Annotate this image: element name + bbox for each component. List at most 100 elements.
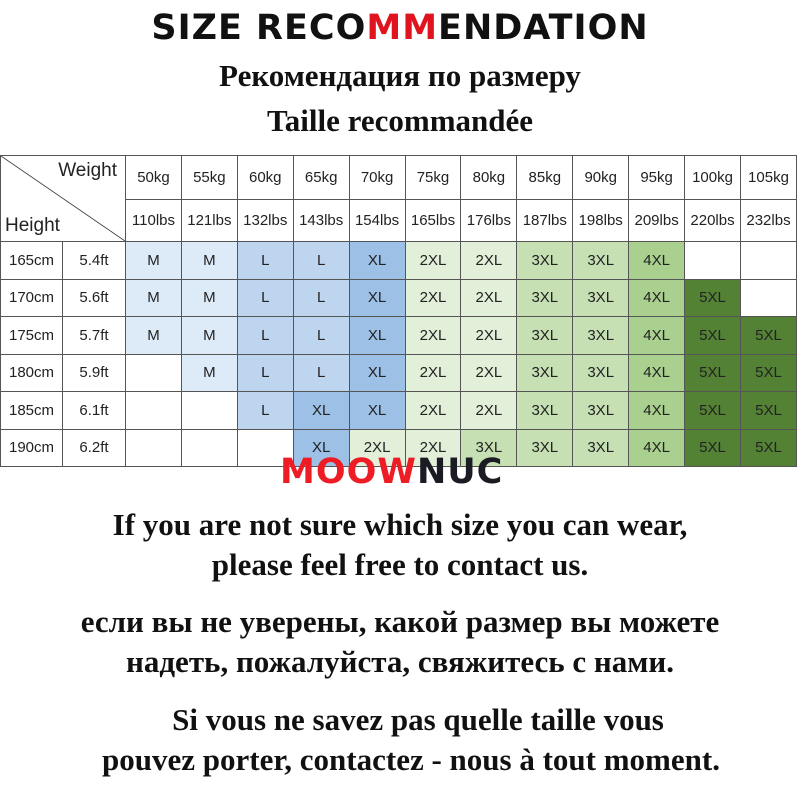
lbs-header: 176lbs (460, 199, 518, 242)
size-cell (684, 241, 741, 280)
kg-header: 90kg (572, 155, 630, 200)
kg-header: 55kg (180, 155, 238, 200)
lbs-header: 209lbs (628, 199, 686, 242)
size-cell: L (292, 316, 350, 355)
size-cell: 2XL (460, 241, 518, 280)
size-cell: L (292, 353, 350, 392)
height-cm: 185cm (0, 391, 63, 430)
lbs-header: 110lbs (125, 199, 182, 242)
size-cell: 2XL (460, 316, 518, 355)
subtitle-french: Taille recommandée (266, 103, 534, 138)
logo-text: MOO (280, 452, 378, 492)
message-french: Si vous ne savez pas quelle taille vous p… (0, 700, 800, 780)
size-cell: XL (348, 353, 406, 392)
size-cell (739, 241, 798, 280)
size-cell: 5XL (739, 353, 798, 392)
size-cell (180, 428, 238, 467)
size-cell: 3XL (460, 428, 518, 467)
size-cell: 3XL (572, 241, 630, 280)
height-ft: 6.1ft (62, 391, 126, 430)
title-highlight: MM (366, 8, 439, 48)
message-line: надеть, пожалуйста, свяжитесь с нами. (126, 644, 674, 679)
size-cell: 4XL (628, 316, 686, 355)
size-cell: 5XL (684, 278, 741, 317)
table-row: 190cm 6.2ft XL 2XL 2XL 3XL 3XL 3XL 4XL 5XL 5XL (0, 428, 798, 467)
brand-logo: MOOWNUC (280, 452, 503, 492)
lbs-header: 154lbs (348, 199, 406, 242)
size-cell: 3XL (516, 391, 574, 430)
size-cell: 4XL (628, 241, 686, 280)
height-cm: 165cm (0, 241, 63, 280)
height-ft: 5.7ft (62, 316, 126, 355)
size-cell: 3XL (516, 278, 574, 317)
lbs-header: 187lbs (516, 199, 574, 242)
lbs-header: 198lbs (572, 199, 630, 242)
size-cell: 2XL (348, 428, 406, 467)
size-cell (236, 428, 294, 467)
size-cell (125, 353, 182, 392)
size-cell: L (236, 353, 294, 392)
message-line: Si vous ne savez pas quelle taille vous (172, 702, 664, 737)
height-cm: 190cm (0, 428, 63, 467)
size-cell: 5XL (739, 428, 798, 467)
size-cell (125, 428, 182, 467)
height-label: Height (5, 215, 60, 236)
lbs-header: 165lbs (404, 199, 462, 242)
size-cell: 3XL (572, 391, 630, 430)
corner-header: Weight Height (0, 155, 126, 242)
size-cell: 2XL (460, 391, 518, 430)
size-cell: 3XL (516, 316, 574, 355)
kg-header: 75kg (404, 155, 462, 200)
kg-header: 50kg (125, 155, 182, 200)
kg-header: 85kg (516, 155, 574, 200)
kg-header: 60kg (236, 155, 294, 200)
message-line: If you are not sure which size you can w… (112, 507, 688, 542)
size-cell: 5XL (739, 316, 798, 355)
size-cell: XL (348, 316, 406, 355)
size-cell: XL (348, 391, 406, 430)
size-cell: 3XL (572, 278, 630, 317)
table-row: 170cm 5.6ft M M L L XL 2XL 2XL 3XL 3XL 4XL 5XL (0, 278, 798, 317)
weight-label: Weight (58, 160, 117, 181)
page-title: SIZE RECOMMENDATION (0, 8, 800, 48)
lbs-header: 132lbs (236, 199, 294, 242)
size-cell (125, 391, 182, 430)
message-english: If you are not sure which size you can w… (0, 505, 800, 585)
size-cell: 5XL (684, 353, 741, 392)
height-ft: 6.2ft (62, 428, 126, 467)
size-cell: 2XL (404, 391, 462, 430)
size-cell: L (236, 241, 294, 280)
size-table: Weight Height 50kg 55kg 60kg 65kg 70kg 75kg 80kg… (0, 155, 798, 467)
size-cell: 2XL (404, 428, 462, 467)
size-cell: 3XL (516, 428, 574, 467)
size-cell: 3XL (572, 316, 630, 355)
size-cell: M (180, 278, 238, 317)
size-cell: L (236, 316, 294, 355)
size-cell: M (125, 316, 182, 355)
height-ft: 5.9ft (62, 353, 126, 392)
message-line: если вы не уверены, какой размер вы може… (80, 604, 720, 639)
height-cm: 170cm (0, 278, 63, 317)
size-cell: L (236, 278, 294, 317)
size-cell: 4XL (628, 391, 686, 430)
size-cell: 2XL (460, 353, 518, 392)
lbs-header: 232lbs (739, 199, 798, 242)
size-cell: 4XL (628, 353, 686, 392)
size-cell: 2XL (460, 278, 518, 317)
size-cell: M (180, 316, 238, 355)
size-cell: M (125, 241, 182, 280)
height-cm: 180cm (0, 353, 63, 392)
kg-header: 100kg (684, 155, 741, 200)
lbs-header: 143lbs (292, 199, 350, 242)
kg-header: 70kg (348, 155, 406, 200)
size-cell: 5XL (684, 428, 741, 467)
size-cell: XL (348, 241, 406, 280)
size-cell: 3XL (516, 241, 574, 280)
size-cell (739, 278, 798, 317)
table-row: 185cm 6.1ft L XL XL 2XL 2XL 3XL 3XL 4XL 5XL 5XL (0, 391, 798, 430)
lbs-header: 220lbs (684, 199, 741, 242)
kg-header: 95kg (628, 155, 686, 200)
lbs-header: 121lbs (180, 199, 238, 242)
height-ft: 5.6ft (62, 278, 126, 317)
logo-text: NUC (416, 452, 504, 492)
